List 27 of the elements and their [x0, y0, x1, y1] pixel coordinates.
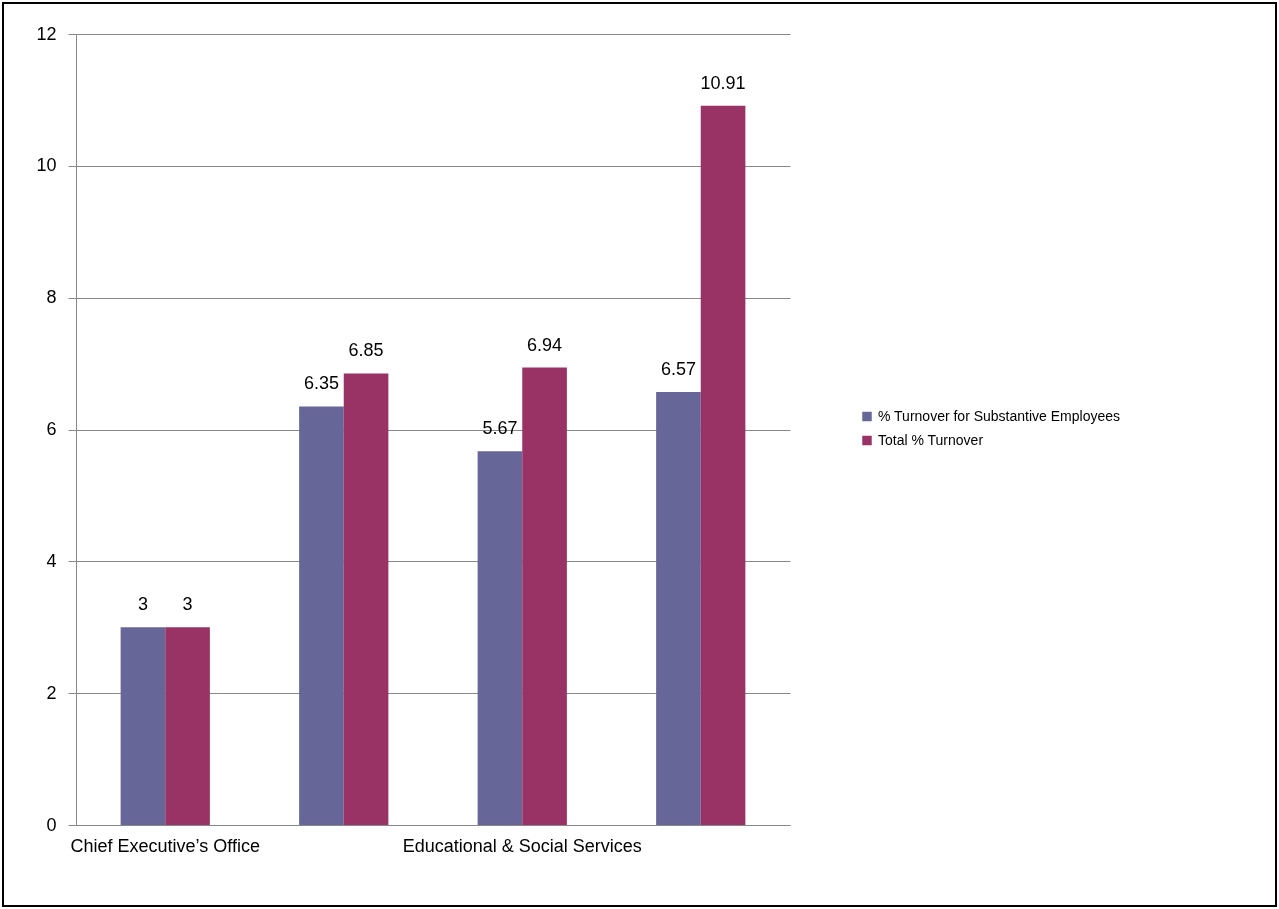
- bar: [299, 406, 344, 825]
- data-label: 6.85: [348, 340, 384, 361]
- bar: [120, 627, 166, 825]
- data-label: 6.94: [527, 334, 563, 355]
- data-label: 10.91: [700, 72, 746, 93]
- y-tick-label: 2: [46, 682, 57, 703]
- bar: [522, 367, 567, 825]
- y-tick-label: 10: [36, 155, 57, 176]
- y-tick-label: 4: [46, 550, 57, 571]
- y-tick-label: 0: [46, 814, 57, 835]
- data-label: 5.67: [482, 418, 518, 439]
- bar: [343, 373, 389, 825]
- bar: [656, 391, 701, 825]
- bar: [700, 105, 746, 825]
- data-label: 6.57: [660, 358, 696, 379]
- x-tick-label: Chief Executive’s Office: [70, 835, 260, 856]
- y-tick-label: 8: [46, 287, 57, 308]
- legend-label: Total % Turnover: [878, 431, 984, 448]
- legend-label: % Turnover for Substantive Employees: [878, 407, 1121, 424]
- y-tick-label: 6: [46, 419, 57, 439]
- data-label: 3: [137, 594, 148, 615]
- data-label: 3: [182, 594, 193, 615]
- data-label: 6.35: [303, 373, 339, 394]
- bar: [477, 451, 523, 825]
- bar: [165, 627, 210, 825]
- y-tick-label: 12: [36, 23, 57, 44]
- x-tick-label: Educational & Social Services: [402, 835, 642, 856]
